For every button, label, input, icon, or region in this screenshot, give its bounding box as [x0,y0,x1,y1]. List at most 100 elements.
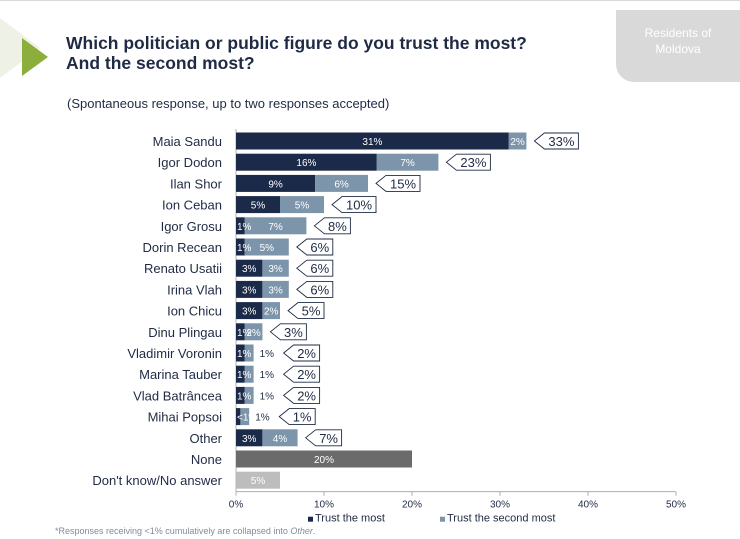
bar-trust-most [236,365,245,383]
bar-trust-most [236,408,241,426]
bar-trust-second [315,174,368,192]
bar-trust-second [244,344,254,362]
bar-value-label: 9% [268,179,283,190]
category-label: Don't know/No answer [92,473,222,488]
bar-trust-second [280,196,324,214]
bar-trust-most [236,344,245,362]
bar-value-label: 2% [510,137,525,148]
bar-value-label: 3% [242,307,257,318]
bar-value-label: 16% [296,158,316,169]
bar-value-label: <1% [237,413,257,424]
bar-trust-most [236,302,263,320]
total-value-label: 6% [310,282,329,297]
bar-value-label: 2% [246,328,261,339]
total-value-label: 2% [297,367,316,382]
bar-value-label: 5% [251,476,266,487]
x-tick-label: 30% [490,500,510,511]
bar-value-label: 1% [237,243,252,254]
total-callout-box [287,302,325,320]
bar-trust-second [262,259,289,277]
bar-trust-most [236,196,280,214]
total-callout-box [533,132,579,150]
total-callout-box [296,280,334,298]
bar-value-label: 3% [268,285,283,296]
badge-line-1: Residents of [644,26,712,40]
total-value-label: 7% [319,431,338,446]
bar-trust-second [240,408,250,426]
badge-line-2: Moldova [655,42,701,56]
total-value-label: 2% [297,346,316,361]
top-rule [0,0,740,1]
total-callout-box [282,344,321,362]
bar-value-label: 31% [362,137,382,148]
chart-title: Which politician or public figure do you… [66,33,586,73]
bar-dont-know [236,471,280,489]
x-tick-label: 10% [314,500,334,511]
bar-trust-second [262,429,298,447]
bar-value-label: 1% [260,391,275,402]
bar-value-label: 1% [237,349,252,360]
category-label: Other [189,431,222,446]
total-value-label: 33% [548,134,574,149]
x-tick-label: 40% [578,500,598,511]
title-line-1: Which politician or public figure do you… [66,33,527,53]
bar-value-label: 1% [237,328,252,339]
accent-triangle-icon [0,18,48,78]
chart-subtitle: (Spontaneous response, up to two respons… [67,96,390,111]
total-callout-box [269,323,307,341]
title-line-2: And the second most? [66,53,255,73]
bar-trust-second [244,238,289,256]
bar-none [236,450,412,468]
x-tick-label: 0% [229,500,244,511]
bar-value-label: 3% [242,434,257,445]
bar-value-label: 5% [251,201,266,212]
total-value-label: 15% [390,176,416,191]
category-label: Marina Tauber [139,367,223,382]
bar-trust-second [244,323,263,341]
footnote-suffix: . [312,526,316,536]
bar-trust-most [236,323,245,341]
total-callout-box [304,429,343,447]
category-label: None [191,452,222,467]
bar-trust-second [262,302,280,320]
bar-trust-second [508,132,527,150]
footnote-emphasis: Other [290,526,313,536]
bar-trust-most [236,259,263,277]
bar-trust-second [244,386,254,404]
total-callout-box [445,153,491,171]
bar-value-label: 3% [242,285,257,296]
total-value-label: 23% [460,155,486,170]
bar-value-label: 6% [334,179,349,190]
bar-value-label: 3% [268,264,283,275]
total-callout-box [313,217,351,235]
bar-value-label: 2% [264,307,279,318]
category-label: Igor Dodon [158,155,222,170]
total-callout-box [296,259,334,277]
total-callout-box [296,238,334,256]
category-label: Ilan Shor [170,176,223,191]
bar-trust-second [244,365,254,383]
category-label: Ion Ceban [162,198,222,213]
legend-label-trust-second: Trust the second most [447,513,555,525]
bar-trust-most [236,132,509,150]
bar-trust-most [236,238,245,256]
bar-value-label: 7% [268,222,283,233]
legend-swatch-trust-most [308,516,313,522]
category-label: Vlad Batrâncea [133,388,223,403]
footnote-text: *Responses receiving <1% cumulatively ar… [55,526,291,536]
bar-value-label: 20% [314,455,334,466]
x-tick-label: 50% [666,500,686,511]
category-label: Dorin Recean [143,240,223,255]
bar-trust-most [236,217,245,235]
audience-badge: Residents of Moldova [616,10,740,82]
total-value-label: 6% [310,261,329,276]
total-value-label: 8% [328,219,347,234]
bar-trust-second [262,280,289,298]
category-label: Mihai Popsoi [148,410,223,425]
total-callout-box [331,196,377,214]
bar-value-label: 7% [400,158,415,169]
category-label: Vladimir Voronin [127,346,222,361]
category-label: Renato Usatii [144,261,222,276]
total-value-label: 5% [302,304,321,319]
bar-trust-most [236,153,377,171]
